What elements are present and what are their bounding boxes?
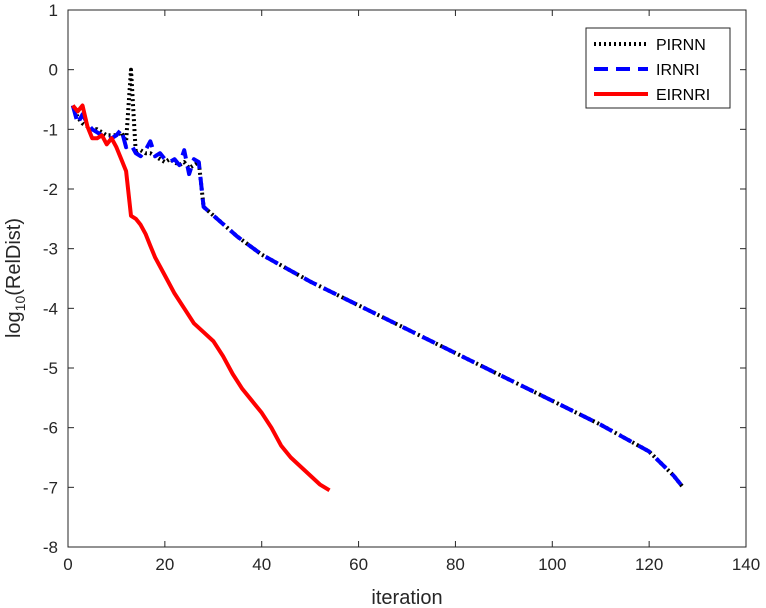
legend: PIRNN IRNRI EIRNRI (585, 27, 731, 109)
y-axis-label-rest: (RelDist) (3, 218, 25, 296)
x-tick-label: 100 (538, 555, 566, 574)
y-tick-label: -8 (43, 538, 58, 557)
series-line-irnri (70, 104, 685, 489)
legend-label-pirnn: PIRNN (656, 37, 706, 54)
x-tick-label: 0 (63, 555, 72, 574)
y-axis-label-base: log (3, 311, 25, 338)
plot-frame (67, 9, 747, 548)
tick-layer: 0 20 40 60 80 100 120 140 1 0 -1 -2 -3 -4 -5 -6 -7 -8 (43, 1, 760, 574)
y-tick-label: -7 (43, 478, 58, 497)
y-tick-label: 0 (49, 61, 58, 80)
series-layer (70, 67, 685, 493)
series-line-eirnri (71, 103, 331, 493)
x-tick-label: 140 (732, 555, 760, 574)
x-tick-label: 80 (446, 555, 465, 574)
y-tick-label: -3 (43, 240, 58, 259)
x-tick-label: 60 (349, 555, 368, 574)
x-tick-label: 20 (155, 555, 174, 574)
x-tick-label: 120 (635, 555, 663, 574)
y-axis-label-subscript: 10 (12, 296, 28, 312)
y-tick-label: -2 (43, 180, 58, 199)
y-tick-label: -4 (43, 299, 58, 318)
y-tick-label: 1 (49, 1, 58, 20)
legend-label-eirnri: EIRNRI (656, 87, 710, 104)
x-tick-label: 40 (252, 555, 271, 574)
y-tick-label: -5 (43, 359, 58, 378)
y-tick-label: -6 (43, 419, 58, 438)
x-axis-label: iteration (371, 587, 442, 608)
y-tick-label: -1 (43, 120, 58, 139)
series-line-pirnn (70, 67, 685, 489)
y-axis-label: log10(RelDist) (3, 218, 28, 338)
legend-label-irnri: IRNRI (656, 62, 700, 79)
